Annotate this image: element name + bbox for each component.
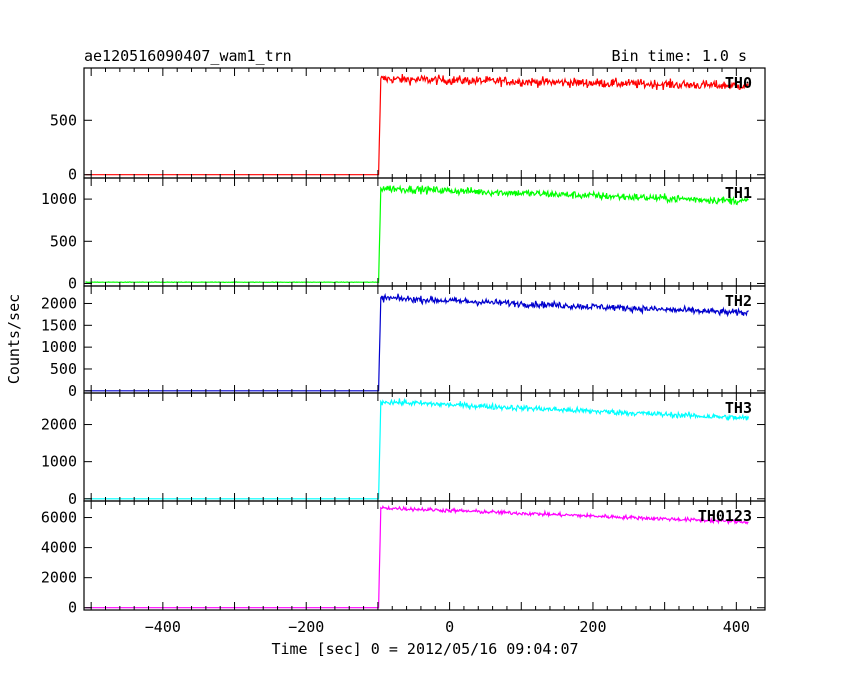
y-tick-label: 0 bbox=[68, 382, 77, 400]
panel-label-th3: TH3 bbox=[725, 399, 752, 417]
y-tick-label: 0 bbox=[68, 490, 77, 508]
series-line-th0 bbox=[85, 74, 749, 176]
bin-time-label: Bin time: 1.0 s bbox=[612, 47, 747, 65]
x-tick-label: −400 bbox=[145, 618, 181, 636]
y-tick-label: 0 bbox=[68, 274, 77, 292]
x-tick-label: 200 bbox=[579, 618, 606, 636]
panel-frame bbox=[83, 392, 766, 502]
y-tick-label: 1000 bbox=[41, 190, 77, 208]
panel-label-th1: TH1 bbox=[725, 184, 752, 202]
y-tick-label: 1000 bbox=[41, 338, 77, 356]
panel-label-th0123: TH0123 bbox=[698, 507, 752, 525]
x-tick-label: −200 bbox=[288, 618, 324, 636]
panel-th2: 0 500 1000 1500 2000 TH2 bbox=[41, 285, 766, 400]
panel-th0: 0 500 TH0 bbox=[50, 67, 766, 184]
panel-frame bbox=[83, 285, 766, 394]
y-tick-label: 2000 bbox=[41, 294, 77, 312]
x-tick-label: 400 bbox=[723, 618, 750, 636]
y-tick-label: 2000 bbox=[41, 569, 77, 587]
y-tick-label: 500 bbox=[50, 232, 77, 250]
x-tick-label: 0 bbox=[445, 618, 454, 636]
x-axis-label: Time [sec] 0 = 2012/05/16 09:04:07 bbox=[271, 640, 578, 658]
panel-frame bbox=[83, 177, 766, 287]
panel-th1: 0 500 1000 TH1 bbox=[41, 177, 766, 292]
y-tick-label: 0 bbox=[68, 599, 77, 617]
series-line-th3 bbox=[85, 397, 750, 500]
panel-th0123: 0 2000 4000 6000 TH0123 bbox=[41, 500, 766, 617]
y-tick-label: 1000 bbox=[41, 453, 77, 471]
panel-label-th0: TH0 bbox=[725, 74, 752, 92]
y-tick-label: 500 bbox=[50, 360, 77, 378]
y-axis-label: Counts/sec bbox=[5, 294, 23, 384]
series-line-th2 bbox=[85, 292, 749, 392]
series-line-th0123 bbox=[85, 504, 749, 609]
y-tick-label: 1500 bbox=[41, 316, 77, 334]
y-tick-label: 6000 bbox=[41, 509, 77, 527]
y-tick-label: 500 bbox=[50, 111, 77, 129]
panel-frame bbox=[83, 500, 766, 611]
chart-title: ae120516090407_wam1_trn bbox=[84, 47, 292, 65]
y-tick-label: 2000 bbox=[41, 416, 77, 434]
series-line-th1 bbox=[85, 184, 749, 284]
panel-label-th2: TH2 bbox=[725, 292, 752, 310]
panel-th3: 0 1000 2000 TH3 bbox=[41, 392, 766, 508]
y-tick-label: 4000 bbox=[41, 539, 77, 557]
y-tick-label: 0 bbox=[68, 166, 77, 184]
